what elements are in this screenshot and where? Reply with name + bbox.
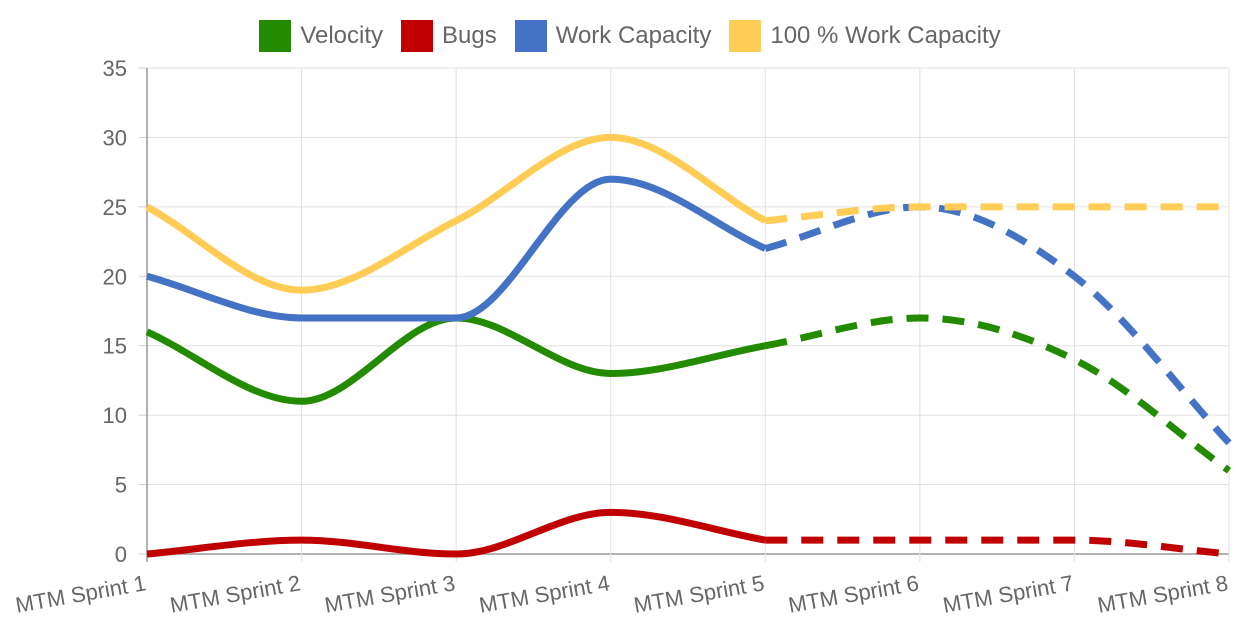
data-point-velocity: [917, 315, 923, 321]
data-point-100-work-capacity: [917, 204, 923, 210]
data-point-100-work-capacity: [1071, 204, 1077, 210]
data-point-velocity: [1071, 357, 1077, 363]
data-point-bugs: [762, 537, 768, 543]
data-point-velocity: [1226, 468, 1232, 474]
y-tick-label: 20: [103, 264, 127, 289]
x-tick-label: MTM Sprint 5: [632, 570, 766, 618]
data-point-bugs: [144, 551, 150, 557]
x-tick-label: MTM Sprint 7: [941, 570, 1075, 618]
x-tick-label: MTM Sprint 8: [1096, 570, 1230, 618]
data-point-100-work-capacity: [762, 218, 768, 224]
y-tick-label: 30: [103, 125, 127, 150]
data-point-100-work-capacity: [144, 204, 150, 210]
x-tick-label: MTM Sprint 6: [786, 570, 920, 618]
y-tick-label: 25: [103, 195, 127, 220]
y-tick-label: 0: [115, 542, 127, 567]
y-tick-label: 35: [103, 56, 127, 81]
series-forecast-line-bugs: [765, 540, 1229, 554]
x-tick-label: MTM Sprint 2: [168, 570, 302, 618]
data-point-bugs: [917, 537, 923, 543]
data-point-bugs: [299, 537, 305, 543]
data-point-bugs: [608, 509, 614, 515]
series-forecast-line-work-capacity: [765, 207, 1229, 443]
y-tick-label: 5: [115, 473, 127, 498]
data-point-work-capacity: [762, 246, 768, 252]
data-point-velocity: [608, 370, 614, 376]
x-tick-label: MTM Sprint 1: [14, 570, 148, 618]
data-point-work-capacity: [144, 273, 150, 279]
series-forecast-line-velocity: [765, 318, 1229, 471]
data-point-bugs: [453, 551, 459, 557]
data-point-work-capacity: [1226, 440, 1232, 446]
data-point-100-work-capacity: [1226, 204, 1232, 210]
data-point-work-capacity: [299, 315, 305, 321]
data-point-bugs: [1226, 551, 1232, 557]
data-point-velocity: [144, 329, 150, 335]
series-forecast-line-100-work-capacity: [765, 207, 1229, 221]
data-point-100-work-capacity: [299, 287, 305, 293]
x-tick-label: MTM Sprint 3: [323, 570, 457, 618]
data-point-velocity: [762, 343, 768, 349]
data-point-velocity: [299, 398, 305, 404]
data-point-work-capacity: [453, 315, 459, 321]
y-tick-label: 15: [103, 334, 127, 359]
data-point-100-work-capacity: [453, 218, 459, 224]
y-tick-label: 10: [103, 403, 127, 428]
data-point-work-capacity: [1071, 273, 1077, 279]
data-point-100-work-capacity: [608, 134, 614, 140]
x-tick-label: MTM Sprint 4: [477, 570, 611, 618]
data-point-bugs: [1071, 537, 1077, 543]
data-point-work-capacity: [608, 176, 614, 182]
